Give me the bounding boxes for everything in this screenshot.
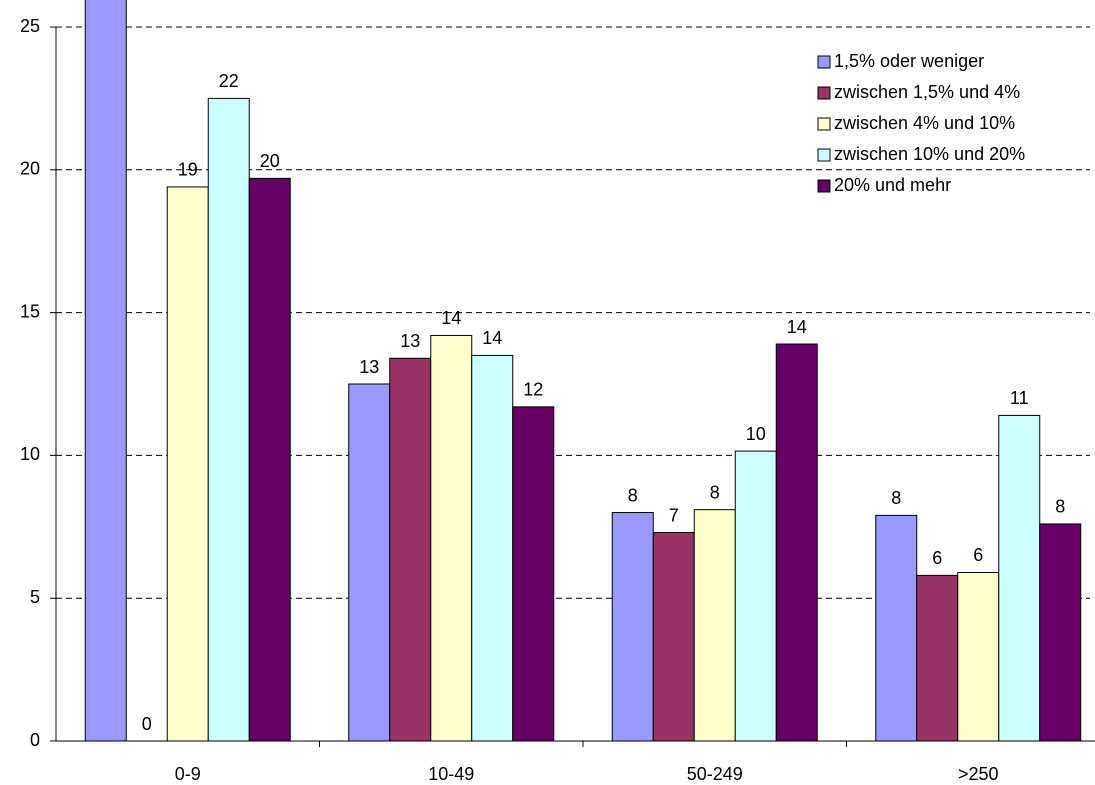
- bar: [166, 186, 209, 742]
- legend-swatch: [817, 148, 831, 162]
- data-label: 7: [669, 505, 679, 525]
- bar: [734, 450, 777, 742]
- bar: [348, 383, 391, 742]
- bar: [775, 343, 818, 742]
- data-label: 13: [359, 357, 379, 377]
- y-tick-label: 10: [20, 444, 40, 464]
- legend-swatch: [817, 86, 831, 100]
- data-label: 12: [523, 380, 543, 400]
- data-label: 13: [400, 331, 420, 351]
- x-tick-label: 0-9: [175, 764, 201, 784]
- legend-label: zwischen 1,5% und 4%: [834, 82, 1020, 102]
- data-label: 8: [710, 482, 720, 502]
- y-tick-label: 15: [20, 301, 40, 321]
- bar: [207, 97, 250, 742]
- data-label: 8: [1055, 497, 1065, 517]
- legend-label: zwischen 10% und 20%: [834, 144, 1025, 164]
- data-label: 10: [746, 424, 766, 444]
- data-label: 14: [441, 308, 461, 328]
- x-tick-label: 10-49: [428, 764, 474, 784]
- y-tick-label: 0: [30, 730, 40, 750]
- y-tick-label: 5: [30, 587, 40, 607]
- data-label: 11: [1010, 388, 1029, 408]
- data-label: 0: [142, 714, 152, 734]
- bar: [875, 514, 918, 742]
- bar: [84, 0, 127, 742]
- legend-swatch: [817, 179, 831, 193]
- data-label: 22: [219, 71, 239, 91]
- bar: [471, 354, 514, 742]
- legend-label: zwischen 4% und 10%: [834, 113, 1015, 133]
- data-label: 14: [482, 328, 502, 348]
- bar: [652, 532, 695, 742]
- bar: [611, 512, 654, 742]
- legend-label: 20% und mehr: [834, 175, 951, 195]
- y-tick-label: 20: [20, 159, 40, 179]
- x-tick-label: >250: [958, 764, 999, 784]
- bar: [248, 177, 291, 742]
- y-tick-label: 25: [20, 16, 40, 36]
- data-label: 6: [932, 548, 942, 568]
- bar: [1039, 523, 1082, 742]
- bar: [430, 334, 473, 742]
- legend-label: 1,5% oder weniger: [834, 51, 984, 71]
- data-label: 20: [260, 151, 280, 171]
- bar: [512, 406, 555, 742]
- legend-swatch: [817, 117, 831, 131]
- data-label: 6: [973, 545, 983, 565]
- bar: [693, 509, 736, 742]
- bar: [916, 574, 959, 742]
- bar: [389, 357, 432, 742]
- data-label: 19: [178, 160, 198, 180]
- bar: [957, 571, 1000, 742]
- legend-swatch: [817, 55, 831, 69]
- bar: [998, 414, 1041, 742]
- data-label: 8: [628, 485, 638, 505]
- data-label: 14: [787, 317, 807, 337]
- x-tick-label: 50-249: [687, 764, 743, 784]
- data-label: 8: [891, 488, 901, 508]
